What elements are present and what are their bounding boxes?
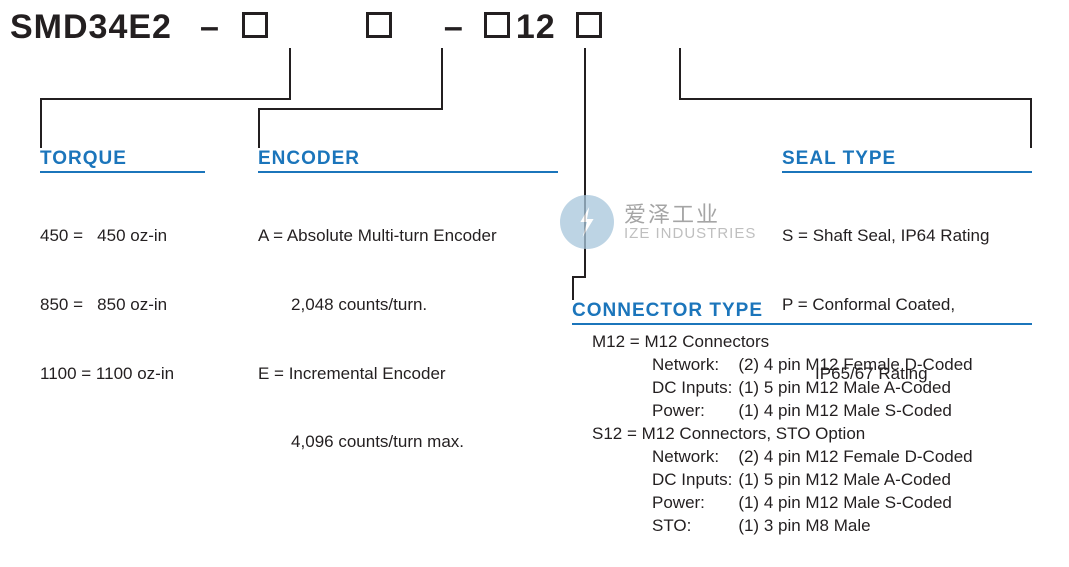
- pn-dash2: –: [444, 8, 464, 47]
- s12-r2-k: Power:: [652, 492, 738, 515]
- seal-row-0: S = Shaft Seal, IP64 Rating: [782, 225, 1032, 248]
- s12-r1-v: (1) 5 pin M12 Male A-Coded: [738, 469, 978, 492]
- watermark: 爱泽工业 IZE INDUSTRIES: [560, 195, 756, 249]
- torque-row-1: 850 = 850 oz-in: [40, 294, 205, 317]
- pn-box-connector: [484, 12, 510, 38]
- watermark-icon: [560, 195, 614, 249]
- pn-prefix: SMD34E2: [10, 8, 172, 47]
- s12-r2-v: (1) 4 pin M12 Male S-Coded: [738, 492, 978, 515]
- m12-r0-v: (2) 4 pin M12 Female D-Coded: [738, 354, 978, 377]
- encoder-section: ENCODER A = Absolute Multi-turn Encoder …: [258, 148, 558, 500]
- line-torque-v: [289, 48, 291, 100]
- s12-r3-k: STO:: [652, 515, 738, 538]
- encoder-row-1: 2,048 counts/turn.: [258, 294, 558, 317]
- torque-title: TORQUE: [40, 148, 127, 169]
- s12-r0-v: (2) 4 pin M12 Female D-Coded: [738, 446, 978, 469]
- line-torque-h: [40, 98, 291, 100]
- connector-section: CONNECTOR TYPE M12 = M12 Connectors Netw…: [572, 300, 1032, 537]
- line-encoder-v2: [258, 108, 260, 148]
- s12-r3-v: (1) 3 pin M8 Male: [738, 515, 978, 538]
- pn-box-encoder: [366, 12, 392, 38]
- pn-box-seal: [576, 12, 602, 38]
- watermark-cn: 爱泽工业: [624, 203, 756, 226]
- m12-r1-k: DC Inputs:: [652, 377, 738, 400]
- encoder-row-2: E = Incremental Encoder: [258, 363, 558, 386]
- line-torque-v2: [40, 98, 42, 148]
- pn-dash1: –: [200, 8, 220, 47]
- connector-m12-table: Network:(2) 4 pin M12 Female D-Coded DC …: [652, 354, 979, 423]
- torque-section: TORQUE 450 = 450 oz-in 850 = 850 oz-in 1…: [40, 148, 205, 431]
- part-number-row: SMD34E2 – – 12: [10, 8, 606, 47]
- line-seal-v2: [1030, 98, 1032, 148]
- watermark-en: IZE INDUSTRIES: [624, 226, 756, 242]
- connector-title: CONNECTOR TYPE: [572, 300, 763, 321]
- line-connector-v2: [572, 276, 574, 300]
- line-seal-v: [679, 48, 681, 100]
- torque-row-0: 450 = 450 oz-in: [40, 225, 205, 248]
- torque-row-2: 1100 = 1100 oz-in: [40, 363, 205, 386]
- encoder-row-3: 4,096 counts/turn max.: [258, 431, 558, 454]
- seal-title: SEAL TYPE: [782, 148, 896, 169]
- s12-r1-k: DC Inputs:: [652, 469, 738, 492]
- m12-r0-k: Network:: [652, 354, 738, 377]
- line-encoder-v: [441, 48, 443, 110]
- pn-suffix-fixed: 12: [516, 8, 556, 47]
- m12-r1-v: (1) 5 pin M12 Male A-Coded: [738, 377, 978, 400]
- line-seal-h: [679, 98, 1032, 100]
- line-encoder-h: [258, 108, 443, 110]
- line-connector-h: [572, 276, 586, 278]
- m12-r2-k: Power:: [652, 400, 738, 423]
- encoder-row-0: A = Absolute Multi-turn Encoder: [258, 225, 558, 248]
- connector-m12-head: M12 = M12 Connectors: [592, 331, 1032, 354]
- connector-s12-table: Network:(2) 4 pin M12 Female D-Coded DC …: [652, 446, 979, 538]
- s12-r0-k: Network:: [652, 446, 738, 469]
- connector-s12-head: S12 = M12 Connectors, STO Option: [592, 423, 1032, 446]
- m12-r2-v: (1) 4 pin M12 Male S-Coded: [738, 400, 978, 423]
- pn-box-torque: [242, 12, 268, 38]
- encoder-title: ENCODER: [258, 148, 360, 169]
